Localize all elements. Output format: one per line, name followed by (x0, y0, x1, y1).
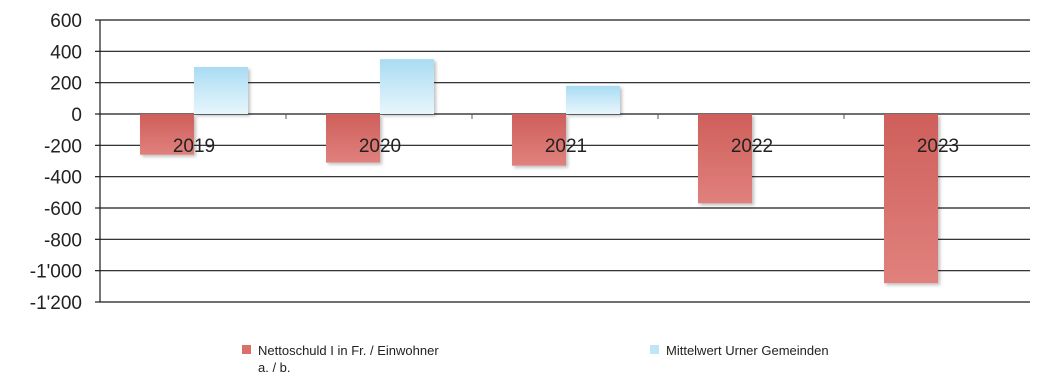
bar-nettoschuld (698, 114, 752, 204)
x-category-label: 2020 (359, 136, 401, 157)
x-category-label: 2022 (731, 136, 773, 157)
legend-label-nettoschuld: Nettoschuld I in Fr. / Einwohner (258, 343, 439, 358)
x-category-label: 2023 (917, 136, 959, 157)
legend-swatch-red (242, 345, 251, 354)
bar-mittelwert (194, 67, 248, 114)
bar-mittelwert (380, 59, 434, 114)
legend-swatch-blue (650, 345, 659, 354)
bars (140, 59, 938, 284)
legend-item-nettoschuld: Nettoschuld I in Fr. / Einwohner a. / b. (242, 342, 439, 376)
legend-item-mittelwert: Mittelwert Urner Gemeinden (650, 342, 829, 359)
bar-nettoschuld (884, 114, 938, 284)
bar-nettoschuld (140, 114, 194, 155)
y-tick-label: 200 (50, 74, 82, 95)
x-category-label: 2021 (545, 136, 587, 157)
y-tick-label: -800 (44, 230, 82, 251)
bar-mittelwert (566, 85, 620, 114)
y-tick-label: 600 (50, 11, 82, 32)
bar-nettoschuld (512, 114, 566, 166)
bar-nettoschuld (326, 114, 380, 163)
labels: 600 400 200 0 -200 -400 -600 -800 -1'000 -1'200 20… (30, 11, 959, 314)
legend-label-mittelwert: Mittelwert Urner Gemeinden (666, 343, 829, 358)
x-category-label: 2019 (173, 136, 215, 157)
y-tick-label: -200 (44, 136, 82, 157)
y-tick-label: -1'200 (30, 293, 82, 314)
y-tick-label: -1'000 (30, 262, 82, 283)
y-tick-label: 0 (71, 105, 82, 126)
y-tick-label: 400 (50, 42, 82, 63)
y-tick-label: -400 (44, 168, 82, 189)
legend-label-nettoschuld-sub: a. / b. (258, 360, 291, 375)
y-tick-label: -600 (44, 199, 82, 220)
